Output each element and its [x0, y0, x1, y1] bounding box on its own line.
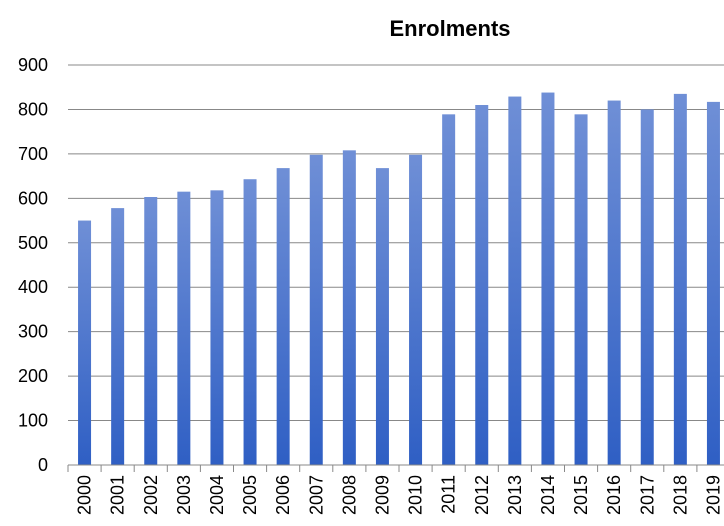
x-tick-label-2013: 2013 [505, 475, 525, 515]
y-tick-label: 900 [18, 55, 48, 75]
x-tick-label-2018: 2018 [670, 475, 690, 515]
bar-2012 [475, 105, 489, 465]
x-axis-ticks: 2000 2001 2002 2003 2004 2005 2006 2007 2008 2009… [75, 475, 724, 515]
x-tick-label-2005: 2005 [240, 475, 260, 515]
x-tick-label-2009: 2009 [372, 475, 392, 515]
x-tick-label-2004: 2004 [207, 475, 227, 515]
y-axis-ticks: 0 100 200 300 400 500 600 700 800 900 [18, 55, 48, 475]
bar-2019 [706, 101, 720, 465]
y-tick-label: 0 [38, 455, 48, 475]
x-tick-label-2000: 2000 [75, 475, 95, 515]
bar-2001 [111, 208, 125, 465]
y-tick-label: 600 [18, 188, 48, 208]
bar-2013 [508, 96, 522, 466]
x-tick-label-2019: 2019 [703, 475, 723, 515]
bar-2007 [309, 154, 323, 465]
y-tick-label: 800 [18, 99, 48, 119]
x-tick-label-2006: 2006 [273, 475, 293, 515]
bar-2005 [243, 179, 257, 465]
x-tick-label-2011: 2011 [439, 475, 459, 514]
y-tick-label: 400 [18, 277, 48, 297]
x-tick-label-2008: 2008 [339, 475, 359, 515]
x-tick-label-2003: 2003 [174, 475, 194, 515]
bar-2010 [409, 154, 423, 465]
x-tick-label-2012: 2012 [472, 475, 492, 515]
y-tick-label: 500 [18, 233, 48, 253]
y-tick-label: 100 [18, 411, 48, 431]
x-tick-label-2016: 2016 [604, 475, 624, 515]
bars [78, 92, 720, 466]
bar-2008 [342, 150, 356, 466]
bar-2006 [276, 168, 290, 465]
x-tick-label-2002: 2002 [141, 475, 161, 515]
bar-2014 [541, 92, 555, 466]
x-axis [67, 464, 724, 472]
x-tick-label-2001: 2001 [108, 475, 128, 515]
bar-2003 [177, 191, 191, 465]
bar-2016 [607, 100, 621, 466]
y-tick-label: 700 [18, 144, 48, 164]
bar-2018 [673, 93, 687, 465]
bar-2000 [78, 220, 92, 465]
bar-2004 [210, 190, 224, 466]
y-tick-label: 300 [18, 322, 48, 342]
bar-2017 [640, 109, 654, 465]
x-tick-label-2014: 2014 [538, 475, 558, 515]
x-tick-label-2015: 2015 [571, 475, 591, 515]
bar-2015 [574, 114, 588, 465]
x-tick-label-2007: 2007 [306, 475, 326, 515]
bar-2011 [442, 114, 456, 465]
gridlines [68, 64, 724, 422]
bar-2002 [144, 197, 158, 465]
chart-title: Enrolments [389, 16, 510, 41]
y-tick-label: 200 [18, 366, 48, 386]
x-tick-label-2017: 2017 [637, 475, 657, 515]
x-tick-label-2010: 2010 [406, 475, 426, 515]
bar-2009 [375, 168, 389, 465]
